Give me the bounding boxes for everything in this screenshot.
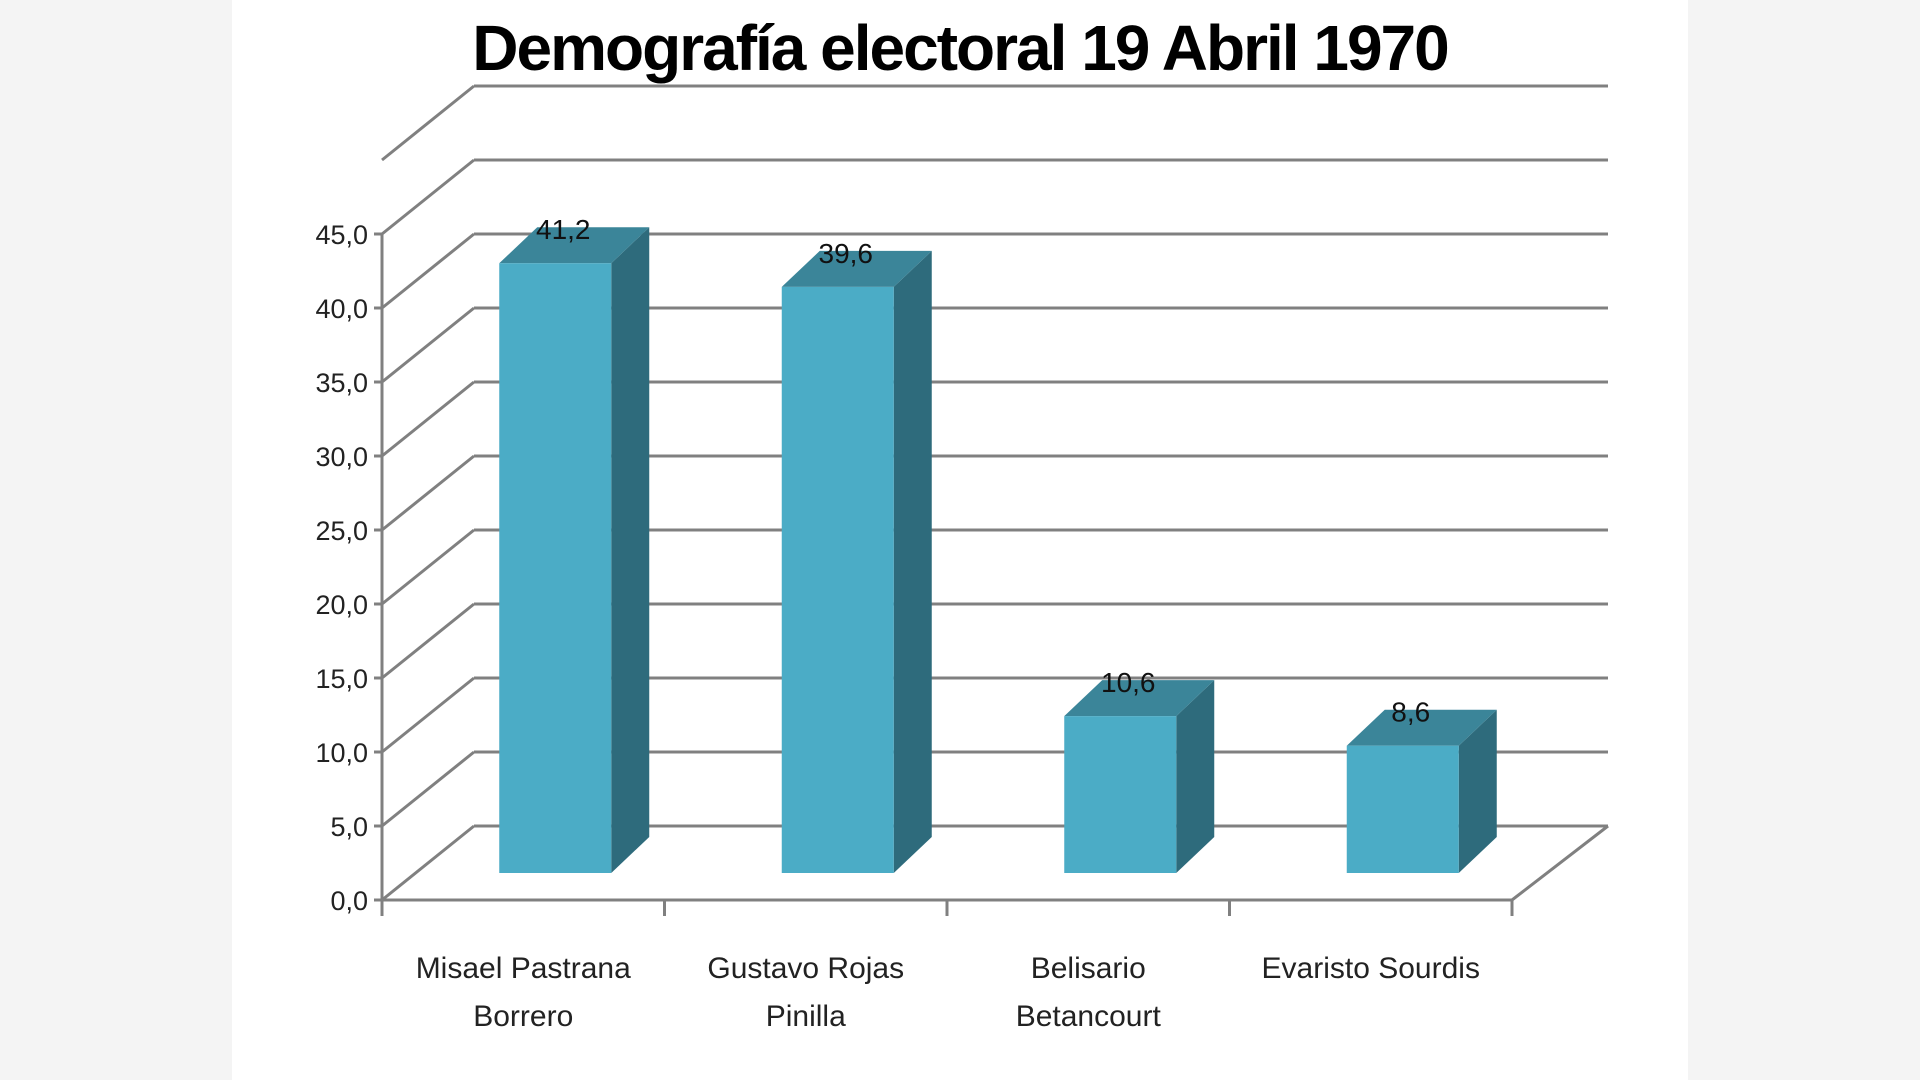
gridline-diagonal [381,528,475,606]
x-axis-category-labels: Misael Pastrana Borrero Gustavo Rojas Pinil… [416,952,1480,1033]
bars [499,227,1497,874]
bar-2 [781,250,932,874]
gridline-diagonal [381,232,475,310]
gridline-diagonal [381,306,475,384]
category-label: Betancourt [1016,1000,1162,1033]
gridline-diagonal [381,380,475,458]
data-label: 39,6 [819,238,874,269]
data-label: 41,2 [536,214,591,245]
category-label: Belisario [1031,952,1146,985]
bar-4 [1346,709,1497,873]
y-tick-label: 45,0 [315,220,368,250]
gridline-diagonal [381,602,475,680]
y-axis-tick-labels: 0,0 5,0 10,0 15,0 20,0 25,0 30,0 35,0 40,0 45,0 [315,220,368,916]
bar-chart: 0,0 5,0 10,0 15,0 20,0 25,0 30,0 35,0 40,0 45,0 4… [315,84,1609,1033]
axes [374,232,1609,916]
chart-slide: Demografía electoral 19 Abril 1970 0,0 5,… [232,0,1688,1080]
bar-top-face [1064,680,1215,717]
y-tick-label: 10,0 [315,738,368,768]
bar-top-face [499,227,650,264]
gridline-diagonal [381,824,475,902]
floor-right-edge [1511,824,1609,902]
category-label: Pinilla [766,1000,846,1033]
bar-side-face [1176,680,1215,873]
data-label: 10,6 [1101,667,1156,698]
y-tick-label: 20,0 [315,590,368,620]
bar-front-face [781,286,894,873]
y-tick-label: 40,0 [315,294,368,324]
category-label: Evaristo Sourdis [1262,952,1480,985]
gridline-diagonal [381,750,475,828]
gridline-diagonal [381,454,475,532]
bar-front-face [499,263,612,873]
gridline-diagonal [381,84,475,162]
bar-1 [499,227,650,874]
chart-title: Demografía electoral 19 Abril 1970 [472,12,1449,84]
y-tick-label: 15,0 [315,664,368,694]
y-tick-label: 35,0 [315,368,368,398]
bar-side-face [1458,709,1497,873]
bar-front-face [1064,716,1177,873]
y-tick-label: 25,0 [315,516,368,546]
bar-side-face [893,250,932,874]
gridline-diagonal [381,676,475,754]
category-label: Gustavo Rojas [707,952,904,985]
data-labels: 41,2 39,6 10,6 8,6 [536,214,1430,727]
bar-3 [1064,680,1215,873]
category-label: Borrero [473,1000,573,1033]
bar-top-face [1346,709,1497,746]
data-label: 8,6 [1391,697,1430,728]
gridline-diagonal [381,158,475,236]
bar-top-face [781,250,932,287]
gridlines [381,84,1608,902]
category-label: Misael Pastrana [416,952,631,985]
bar-front-face [1346,745,1459,873]
y-tick-label: 5,0 [330,812,368,842]
y-tick-label: 0,0 [330,886,368,916]
y-tick-label: 30,0 [315,442,368,472]
bar-side-face [611,227,650,874]
